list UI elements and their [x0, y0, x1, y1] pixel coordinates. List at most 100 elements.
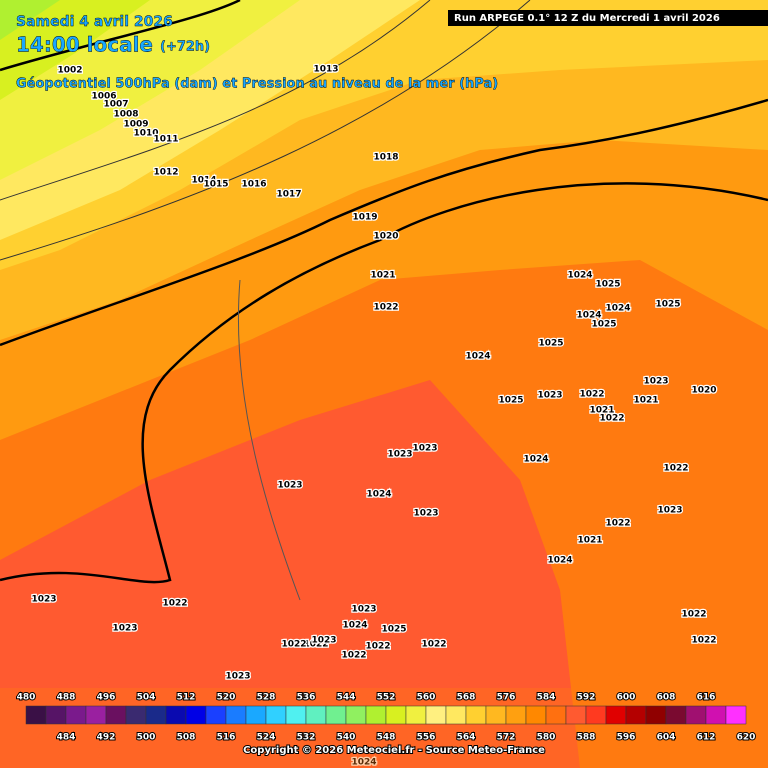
scale-swatch [345, 705, 367, 725]
scale-label: 488 [57, 693, 76, 703]
scale-swatch [365, 705, 387, 725]
scale-label: 596 [617, 733, 636, 743]
scale-swatch [485, 705, 507, 725]
isobar-label: 1023 [277, 481, 302, 491]
scale-label: 504 [137, 693, 156, 703]
isobar-label: 1021 [370, 271, 395, 281]
scale-label: 544 [337, 693, 356, 703]
scale-swatch [105, 705, 127, 725]
scale-label: 500 [137, 733, 156, 743]
scale-label: 620 [737, 733, 756, 743]
scale-swatch [305, 705, 327, 725]
scale-swatch [725, 705, 747, 725]
isobar-label: 1022 [681, 610, 706, 620]
isobar-label: 1023 [112, 624, 137, 634]
scale-label: 512 [177, 693, 196, 703]
isobar-label: 1024 [576, 311, 601, 321]
scale-swatch [505, 705, 527, 725]
subtitle: Géopotentiel 500hPa (dam) et Pression au… [16, 77, 498, 92]
scale-swatch [665, 705, 687, 725]
isobar-label: 1023 [311, 636, 336, 646]
isobar-label: 1025 [381, 625, 406, 635]
scale-label: 492 [97, 733, 116, 743]
lead-time: (+72h) [160, 40, 210, 55]
scale-label: 604 [657, 733, 676, 743]
scale-label: 556 [417, 733, 436, 743]
isobar-label: 1007 [103, 100, 128, 110]
isobar-label: 1023 [351, 605, 376, 615]
isobar-label: 1015 [203, 180, 228, 190]
scale-swatch [565, 705, 587, 725]
isobar-label: 1022 [341, 651, 366, 661]
scale-label: 508 [177, 733, 196, 743]
scale-swatch [65, 705, 87, 725]
scale-swatch [245, 705, 267, 725]
scale-label: 496 [97, 693, 116, 703]
scale-label: 576 [497, 693, 516, 703]
legend-backdrop [0, 688, 768, 768]
scale-swatch [225, 705, 247, 725]
scale-swatch [25, 705, 47, 725]
isobar-label: 1025 [655, 300, 680, 310]
isobar-label: 1024 [547, 556, 572, 566]
scale-swatch [425, 705, 447, 725]
run-banner [448, 10, 768, 26]
isobar-label: 1010 [133, 129, 158, 139]
isobar-label: 1022 [691, 636, 716, 646]
isobar-label: 1022 [605, 519, 630, 529]
scale-swatch [205, 705, 227, 725]
isobar-label: 1021 [577, 536, 602, 546]
isobar-label: 1024 [523, 455, 548, 465]
isobar-label: 1012 [153, 168, 178, 178]
scale-label: 580 [537, 733, 556, 743]
isobar-label: 1023 [657, 506, 682, 516]
scale-label: 536 [297, 693, 316, 703]
scale-swatch [265, 705, 287, 725]
isobar-label: 1022 [162, 599, 187, 609]
scale-swatch [145, 705, 167, 725]
scale-swatch [45, 705, 67, 725]
isobar-label: 1025 [498, 396, 523, 406]
isobar-label: 1025 [538, 339, 563, 349]
scale-label: 572 [497, 733, 516, 743]
scale-swatch [545, 705, 567, 725]
scale-swatch [385, 705, 407, 725]
scale-swatch [605, 705, 627, 725]
scale-swatch [645, 705, 667, 725]
isobar-label: 1009 [123, 120, 148, 130]
scale-label: 588 [577, 733, 596, 743]
scale-swatch [705, 705, 727, 725]
isobar-label: 1016 [241, 180, 266, 190]
isobar-label: 1022 [663, 464, 688, 474]
scale-label: 568 [457, 693, 476, 703]
color-scale: 480 484 488 492 496 500 504 508 512 516 520 524 528 5… [16, 692, 757, 744]
scale-label: 480 [17, 693, 36, 703]
run-info: Run ARPEGE 0.1° 12 Z du Mercredi 1 avril… [454, 13, 720, 24]
isobar-label: 1011 [153, 135, 178, 145]
scale-label: 532 [297, 733, 316, 743]
isobar-label: 1025 [595, 280, 620, 290]
isobar-label: 1023 [31, 595, 56, 605]
isobar-label: 1024 [342, 621, 367, 631]
isobar-label: 1022 [303, 640, 328, 650]
scale-swatch [525, 705, 547, 725]
isobar-label: 1022 [579, 390, 604, 400]
isobar-label: 1022 [373, 303, 398, 313]
scale-swatch [585, 705, 607, 725]
isobar-label: 1023 [643, 377, 668, 387]
scale-label: 608 [657, 693, 676, 703]
isobar-label: 1020 [691, 386, 716, 396]
isobar-label: 1019 [352, 213, 377, 223]
isobar-label: 1024 [366, 490, 391, 500]
scale-label: 616 [697, 693, 716, 703]
isobar-label: 1025 [591, 320, 616, 330]
copyright: Copyright © 2026 Meteociel.fr - Source M… [243, 745, 545, 756]
isobar-label: 1002 [57, 66, 82, 76]
scale-swatch [125, 705, 147, 725]
scale-swatch [465, 705, 487, 725]
isobar-label: 1023 [413, 509, 438, 519]
isobar-label: 1018 [373, 153, 398, 163]
scale-swatch [185, 705, 207, 725]
